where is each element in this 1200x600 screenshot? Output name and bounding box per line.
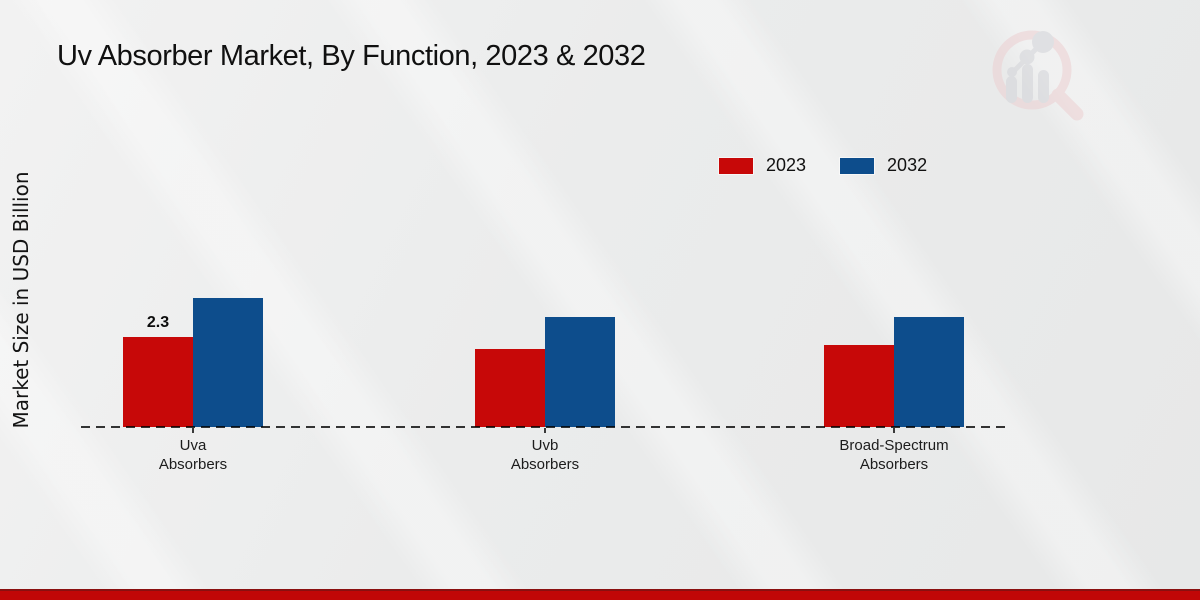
x-axis-tick	[192, 428, 194, 433]
category-label-broad-spectrum-absorbers: Broad-Spectrum Absorbers	[839, 437, 949, 473]
bar-2032-uvb-absorbers	[545, 317, 615, 427]
legend-label: 2023	[766, 155, 807, 175]
legend-item-2032: 2032	[840, 155, 927, 176]
legend-swatch-2023	[719, 157, 753, 174]
bar-value-label-2023: 2.3	[146, 314, 170, 331]
bar-2032-broad-spectrum-absorbers	[894, 317, 964, 427]
legend-item-2023: 2023	[719, 155, 806, 176]
legend-swatch-2032	[840, 157, 875, 174]
footer-accent-bar	[0, 589, 1200, 600]
bar-2023-uvb-absorbers	[475, 349, 545, 427]
bar-2023-uva-absorbers	[123, 337, 193, 427]
x-axis-tick	[544, 428, 546, 433]
category-label-uvb-absorbers: Uvb Absorbers	[510, 437, 580, 473]
magnifier-bar-chart-logo-icon	[986, 24, 1098, 129]
legend-label: 2032	[887, 155, 928, 175]
chart-title: Uv Absorber Market, By Function, 2023 & …	[57, 40, 646, 72]
x-axis-baseline	[81, 426, 1006, 428]
legend: 2023 2032	[719, 155, 927, 176]
bar-2023-broad-spectrum-absorbers	[824, 345, 894, 427]
bar-2032-uva-absorbers	[193, 298, 263, 427]
category-label-uva-absorbers: Uva Absorbers	[158, 437, 228, 473]
x-axis-tick	[893, 428, 895, 433]
